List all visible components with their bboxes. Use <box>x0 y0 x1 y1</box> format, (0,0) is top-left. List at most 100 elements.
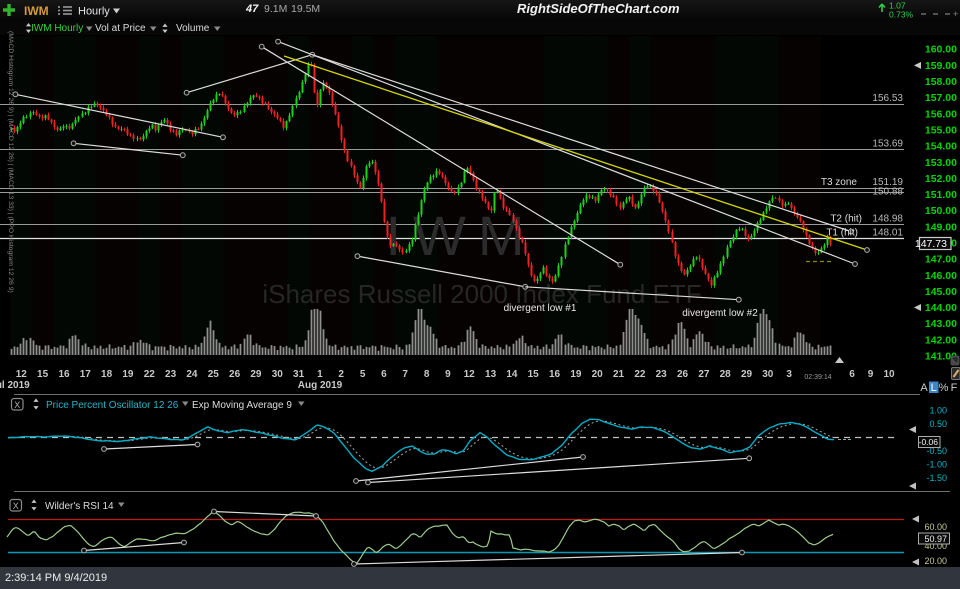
svg-text:Volume: Volume <box>176 23 210 34</box>
svg-text:9: 9 <box>868 369 874 380</box>
svg-text:158.00: 158.00 <box>925 76 957 88</box>
svg-text:141.00: 141.00 <box>925 351 957 363</box>
svg-text:30: 30 <box>762 369 774 380</box>
svg-text:Wilder's RSI 14: Wilder's RSI 14 <box>45 501 114 512</box>
svg-text:IWM: IWM <box>385 204 536 267</box>
svg-text:156.53: 156.53 <box>872 93 903 104</box>
svg-text:Vol at Price: Vol at Price <box>95 23 146 34</box>
svg-text:29: 29 <box>250 369 262 380</box>
svg-text:+: + <box>953 9 958 19</box>
svg-text:8: 8 <box>424 369 430 380</box>
svg-text:157.00: 157.00 <box>925 92 957 104</box>
svg-text:40.00: 40.00 <box>924 541 947 551</box>
svg-text:15: 15 <box>528 369 540 380</box>
svg-text:26: 26 <box>677 369 689 380</box>
svg-text:146.00: 146.00 <box>925 270 957 282</box>
svg-text:3: 3 <box>786 369 792 380</box>
svg-text:27: 27 <box>698 369 710 380</box>
svg-text:47: 47 <box>245 3 259 15</box>
svg-text:50.97: 50.97 <box>924 534 947 544</box>
svg-text:5: 5 <box>360 369 366 380</box>
svg-text:9.1M: 9.1M <box>264 3 287 15</box>
svg-text:25: 25 <box>208 369 220 380</box>
svg-text:Hourly: Hourly <box>78 6 110 18</box>
svg-text:1.07: 1.07 <box>889 1 906 11</box>
svg-text:26: 26 <box>229 369 241 380</box>
svg-text:9: 9 <box>445 369 451 380</box>
svg-text:1.00: 1.00 <box>929 406 947 416</box>
svg-text:F: F <box>951 382 958 394</box>
svg-text:22: 22 <box>634 369 646 380</box>
svg-text:155.00: 155.00 <box>925 124 957 136</box>
svg-text:0.50: 0.50 <box>929 419 947 429</box>
svg-text:17: 17 <box>80 369 92 380</box>
svg-text:148.01: 148.01 <box>872 228 903 239</box>
svg-text:16: 16 <box>549 369 561 380</box>
svg-text:A: A <box>920 382 928 394</box>
svg-text:154.00: 154.00 <box>925 141 957 153</box>
svg-text:12: 12 <box>16 369 28 380</box>
svg-text:142.00: 142.00 <box>925 334 957 346</box>
svg-text:60.00: 60.00 <box>924 522 947 532</box>
svg-text:20: 20 <box>592 369 604 380</box>
svg-text:147.73: 147.73 <box>915 238 947 250</box>
svg-text:-0.06: -0.06 <box>919 437 939 447</box>
svg-text:10: 10 <box>883 369 895 380</box>
svg-text:160.00: 160.00 <box>925 44 957 56</box>
svg-text:153.69: 153.69 <box>872 139 903 150</box>
svg-text:29: 29 <box>741 369 753 380</box>
svg-text:Price Percent Oscillator 12 26: Price Percent Oscillator 12 26 <box>46 400 179 411</box>
svg-text:6: 6 <box>381 369 387 380</box>
svg-text:X: X <box>13 501 19 511</box>
svg-text:Jul 2019: Jul 2019 <box>0 380 30 391</box>
svg-text:18: 18 <box>101 369 113 380</box>
svg-text:6: 6 <box>849 369 855 380</box>
svg-text:152.00: 152.00 <box>925 173 957 185</box>
svg-text:159.00: 159.00 <box>925 60 957 72</box>
svg-text:145.00: 145.00 <box>925 286 957 298</box>
svg-text:0.73%: 0.73% <box>889 10 914 20</box>
svg-text:19: 19 <box>122 369 134 380</box>
svg-text:T3 zone: T3 zone <box>821 177 858 188</box>
svg-text:X: X <box>14 400 20 410</box>
svg-text:22: 22 <box>144 369 156 380</box>
svg-text:13: 13 <box>485 369 497 380</box>
svg-text:28: 28 <box>720 369 732 380</box>
svg-text:24: 24 <box>186 369 198 380</box>
svg-text:150.00: 150.00 <box>925 205 957 217</box>
svg-text:7: 7 <box>402 369 408 380</box>
svg-text:153.00: 153.00 <box>925 157 957 169</box>
svg-text:23: 23 <box>165 369 177 380</box>
svg-text:19.5M: 19.5M <box>291 3 320 15</box>
svg-text:-1.50: -1.50 <box>926 473 947 483</box>
svg-text:12: 12 <box>464 369 476 380</box>
svg-text:%: % <box>939 382 949 394</box>
svg-text:156.00: 156.00 <box>925 108 957 120</box>
svg-text:IWM: IWM <box>24 4 49 18</box>
svg-text:144.00: 144.00 <box>925 302 957 314</box>
svg-text:(MACD Histogram 12 26 9) | (MA: (MACD Histogram 12 26 9) | (MACD 12 26) … <box>7 31 14 293</box>
svg-text:31: 31 <box>293 369 305 380</box>
svg-text:L: L <box>931 382 937 394</box>
svg-text:19: 19 <box>570 369 582 380</box>
svg-text:148.98: 148.98 <box>872 214 903 225</box>
svg-text:T2 (hit): T2 (hit) <box>830 214 862 225</box>
svg-text:1: 1 <box>317 369 323 380</box>
svg-text:divergent low #1: divergent low #1 <box>504 303 577 314</box>
svg-text:T1 (hit): T1 (hit) <box>826 228 858 239</box>
svg-text:16: 16 <box>58 369 70 380</box>
svg-text:-0.50: -0.50 <box>926 446 947 456</box>
svg-text:151.00: 151.00 <box>925 189 957 201</box>
svg-text:14: 14 <box>506 369 518 380</box>
svg-text:2: 2 <box>338 369 344 380</box>
svg-text:IWM Hourly: IWM Hourly <box>31 23 83 34</box>
svg-text:-1.00: -1.00 <box>926 459 947 469</box>
svg-text:Aug 2019: Aug 2019 <box>298 380 343 391</box>
svg-text:143.00: 143.00 <box>925 318 957 330</box>
svg-text:23: 23 <box>656 369 668 380</box>
svg-text:151.19: 151.19 <box>872 177 903 188</box>
svg-text:30: 30 <box>272 369 284 380</box>
svg-text:RightSideOfTheChart.com: RightSideOfTheChart.com <box>517 1 680 16</box>
svg-text:02:39:14: 02:39:14 <box>804 374 831 381</box>
svg-text:147.00: 147.00 <box>925 254 957 266</box>
